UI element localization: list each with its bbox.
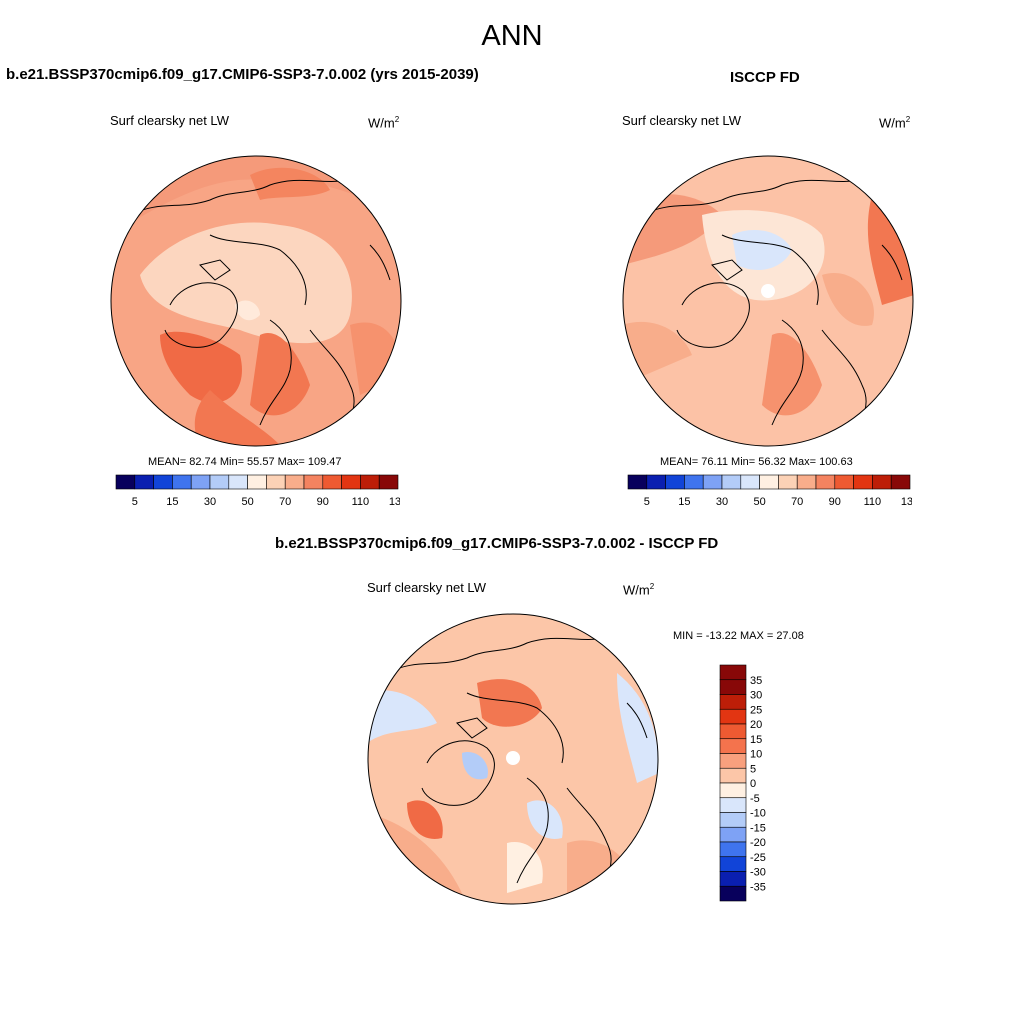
- panel-model-colorbar: 5 15 30 50 70 90 110 130: [115, 474, 400, 508]
- panel-diff-stats: MIN = -13.22 MAX = 27.08: [673, 630, 804, 642]
- panel-obs-title: ISCCP FD: [730, 69, 800, 86]
- panel-obs-colorbar-swatch: [721, 474, 742, 490]
- main-title: ANN: [481, 20, 543, 52]
- panel-obs-colorbar-swatch: [759, 474, 779, 490]
- panel-obs-units: W/m2: [879, 115, 911, 131]
- panel-model-colorbar-swatch: [134, 474, 154, 490]
- panel-model-colorbar-tick-label: 5: [132, 496, 138, 508]
- panel-diff-colorbar-tick-label: 0: [750, 778, 756, 790]
- panel-model-colorbar-swatch: [209, 474, 230, 490]
- panel-model-colorbar-swatch: [190, 474, 211, 490]
- panel-obs-variable: Surf clearsky net LW: [622, 113, 741, 128]
- panel-obs-colorbar-swatch: [834, 474, 854, 490]
- panel-diff-colorbar-swatch: [719, 841, 747, 858]
- panel-model-colorbar-swatch: [172, 474, 192, 490]
- panel-obs-map: [622, 155, 914, 447]
- panel-obs-colorbar-swatch: [665, 474, 685, 490]
- panel-model-colorbar-swatch: [303, 474, 324, 490]
- panel-obs-stats: MEAN= 76.11 Min= 56.32 Max= 100.63: [660, 456, 853, 468]
- panel-diff-colorbar-swatch: [719, 797, 747, 813]
- panel-diff-units: W/m2: [623, 582, 655, 598]
- panel-model-colorbar-tick-label: 110: [352, 496, 370, 508]
- panel-diff-colorbar: 35 30 25 20 15 10 5 0 -5 -10 -15 -20 -25 -30 -35: [719, 664, 766, 902]
- panel-model-title: b.e21.BSSP370cmip6.f09_g17.CMIP6-SSP3-7.…: [6, 66, 479, 83]
- panel-diff-colorbar-swatch: [719, 812, 747, 828]
- panel-model-colorbar-swatch: [378, 474, 399, 490]
- panel-obs-colorbar-swatch: [646, 474, 666, 490]
- panel-model-colorbar-tick-label: 70: [279, 496, 291, 508]
- panel-obs-colorbar-tick-label: 110: [864, 496, 882, 508]
- panel-obs-colorbar-swatch: [684, 474, 704, 490]
- panel-diff-colorbar-swatch: [719, 738, 747, 754]
- panel-obs-colorbar-swatch: [702, 474, 723, 490]
- panel-diff-colorbar-swatch: [719, 826, 747, 843]
- panel-model-units: W/m2: [368, 115, 400, 131]
- panel-diff-colorbar-tick-label: 25: [750, 704, 762, 716]
- panel-obs-colorbar-swatch: [740, 474, 760, 490]
- panel-model-colorbar-swatch: [341, 474, 361, 490]
- panel-model-colorbar-swatch: [284, 474, 305, 490]
- panel-obs-colorbar-tick-label: 130: [901, 496, 912, 508]
- panel-model-colorbar-swatch: [153, 474, 173, 490]
- panel-diff-colorbar-tick-label: 10: [750, 749, 762, 761]
- panel-diff-colorbar-swatch: [719, 753, 747, 769]
- panel-obs-colorbar-swatch: [853, 474, 873, 490]
- panel-model-colorbar-tick-label: 90: [317, 496, 329, 508]
- panel-diff-colorbar-tick-label: 15: [750, 734, 762, 746]
- panel-model-colorbar-swatch: [266, 474, 286, 490]
- panel-obs-colorbar-tick-label: 30: [716, 496, 728, 508]
- panel-diff-variable: Surf clearsky net LW: [367, 580, 486, 595]
- panel-diff-colorbar-swatch: [719, 782, 747, 799]
- panel-diff-colorbar-tick-label: -5: [750, 793, 760, 805]
- panel-diff-colorbar-tick-label: 30: [750, 690, 762, 702]
- panel-diff-colorbar-tick-label: -25: [750, 852, 766, 864]
- panel-model-colorbar-tick-label: 30: [204, 496, 216, 508]
- panel-diff-colorbar-swatch: [719, 694, 747, 710]
- panel-model-colorbar-swatch: [360, 474, 380, 490]
- panel-model-colorbar-swatch: [322, 474, 342, 490]
- panel-obs-colorbar: 5 15 30 50 70 90 110 130: [627, 474, 912, 508]
- panel-diff-colorbar-tick-label: 20: [750, 719, 762, 731]
- panel-diff-colorbar-tick-label: 35: [750, 675, 762, 687]
- panel-diff-colorbar-tick-label: -10: [750, 808, 766, 820]
- panel-obs-colorbar-swatch: [815, 474, 836, 490]
- panel-model-colorbar-tick-label: 130: [389, 496, 400, 508]
- panel-diff-colorbar-swatch: [719, 871, 747, 887]
- panel-diff-colorbar-swatch: [719, 723, 747, 740]
- panel-obs-colorbar-tick-label: 70: [791, 496, 803, 508]
- panel-diff-colorbar-tick-label: 5: [750, 763, 756, 775]
- panel-diff-title: b.e21.BSSP370cmip6.f09_g17.CMIP6-SSP3-7.…: [275, 535, 719, 552]
- panel-diff-colorbar-tick-label: -35: [750, 881, 766, 893]
- panel-diff-colorbar-swatch: [719, 664, 747, 681]
- panel-diff-map: [367, 613, 659, 905]
- panel-obs-colorbar-swatch: [627, 474, 648, 490]
- panel-diff-colorbar-swatch: [719, 679, 747, 695]
- panel-model-colorbar-swatch: [247, 474, 267, 490]
- panel-obs-colorbar-swatch: [872, 474, 892, 490]
- panel-obs-colorbar-tick-label: 15: [678, 496, 690, 508]
- panel-diff-colorbar-swatch: [719, 708, 747, 725]
- panel-diff-colorbar-tick-label: -20: [750, 837, 766, 849]
- panel-model-colorbar-tick-label: 15: [166, 496, 178, 508]
- panel-diff-colorbar-tick-label: -15: [750, 822, 766, 834]
- panel-obs-colorbar-tick-label: 90: [829, 496, 841, 508]
- panel-model-colorbar-swatch: [228, 474, 248, 490]
- panel-model-colorbar-tick-label: 50: [241, 496, 253, 508]
- panel-model-stats: MEAN= 82.74 Min= 55.57 Max= 109.47: [148, 456, 342, 468]
- panel-obs-colorbar-swatch: [796, 474, 817, 490]
- panel-diff-colorbar-swatch: [719, 767, 747, 784]
- panel-obs-colorbar-swatch: [778, 474, 798, 490]
- panel-obs-colorbar-tick-label: 50: [753, 496, 765, 508]
- panel-model-variable: Surf clearsky net LW: [110, 113, 229, 128]
- panel-model-map: [110, 155, 402, 447]
- panel-diff-colorbar-tick-label: -30: [750, 867, 766, 879]
- panel-diff-colorbar-swatch: [719, 885, 747, 902]
- panel-obs-colorbar-swatch: [890, 474, 911, 490]
- panel-diff-colorbar-swatch: [719, 856, 747, 872]
- panel-obs-colorbar-tick-label: 5: [644, 496, 650, 508]
- panel-model-colorbar-swatch: [115, 474, 136, 490]
